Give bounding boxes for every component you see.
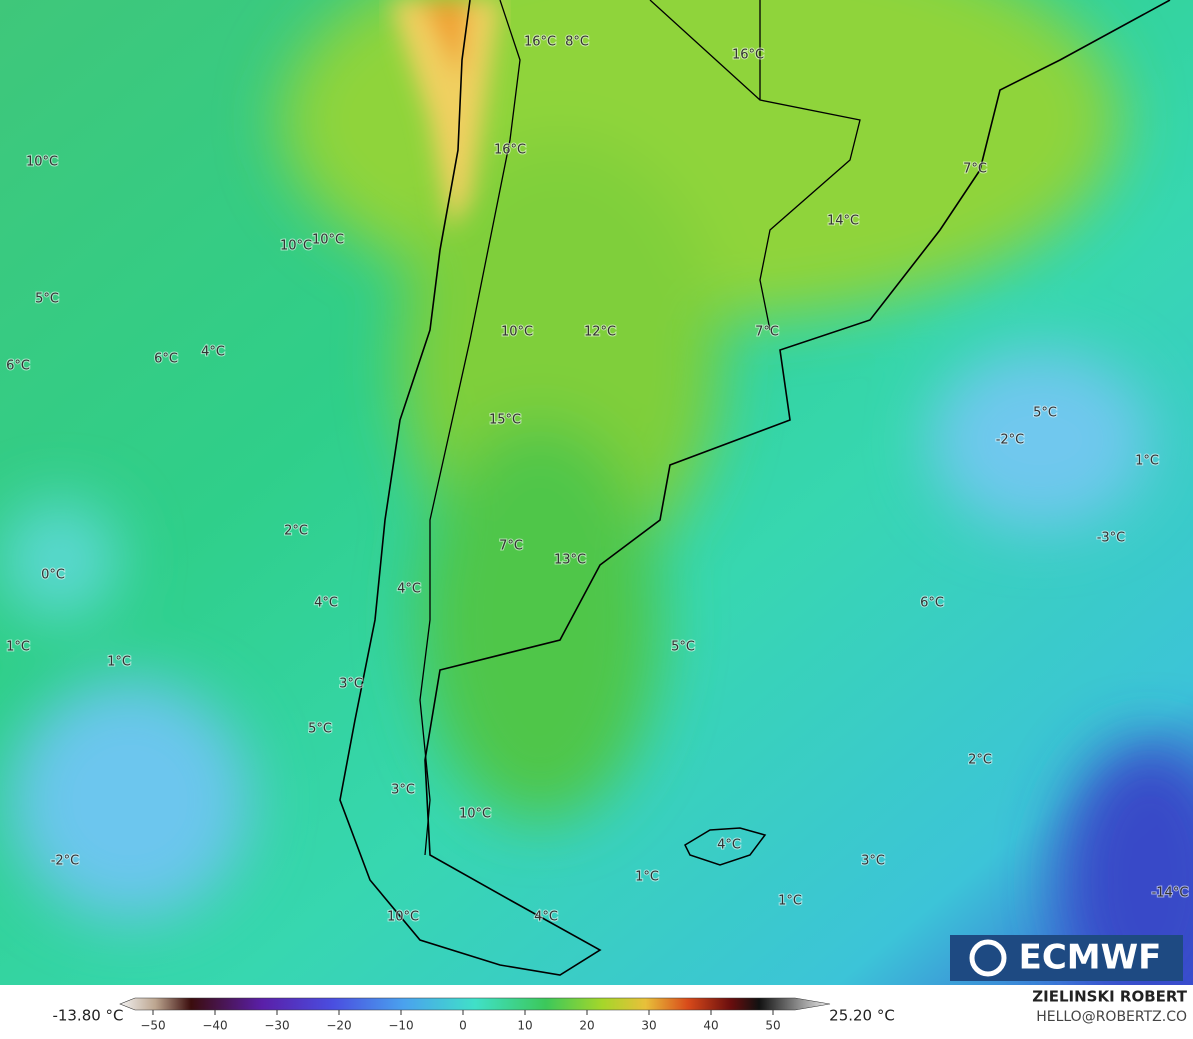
colorbar-tick-label: 30 [641,1019,656,1033]
temperature-labels: 16°C 8°C16°C16°C10°C10°C 10°C5°C6°C 6°C 4°C1… [5,34,1189,926]
temperature-label: 5°C [308,722,332,737]
temperature-label: 1°C [6,640,30,655]
colorbar-tick-label: 0 [459,1019,467,1033]
temperature-label: 16°C [494,143,526,158]
temperature-label: 4°C [314,596,338,611]
temperature-label: 5°C [671,640,695,655]
borders [419,0,861,856]
temperature-label: 7°C [499,539,523,554]
temperature-label: 10°C [459,807,491,822]
colorbar-min: -13.80 °C [52,1007,123,1025]
temperature-label: 3°C [391,783,415,798]
temperature-label: 14°C [827,214,859,229]
temperature-label: 10°C [387,910,419,925]
temperature-label: 2°C [968,753,992,768]
colorbar-tick-label: 10 [517,1019,532,1033]
temperature-label: 1°C [635,870,659,885]
falklands [684,827,767,866]
temperature-label: -2°C [996,433,1025,448]
colorbar-tick-label: 40 [703,1019,718,1033]
credit-author: ZIELINSKI ROBERT [1032,988,1187,1006]
temperature-label: 1°C [1135,454,1159,469]
temperature-label: 1°C [107,655,131,670]
colorbar-tick-label: −10 [388,1019,413,1033]
temperature-label: 6°C [6,359,30,374]
temperature-label: 3°C [339,677,363,692]
temperature-label: 4°C [717,838,741,853]
colorbar-tick-label: −50 [140,1019,165,1033]
temperature-label: -3°C [1097,531,1126,546]
colorbar-tick-label: 50 [765,1019,780,1033]
temperature-label: 10°C [26,155,58,170]
temperature-label: -2°C [51,854,80,869]
logo-icon [969,939,1007,977]
temperature-label: 2°C [284,524,308,539]
temperature-label: 4°C [201,345,225,360]
colorbar-ticks: −50 −40 −30 −20 −10 0 10 20 30 40 50 [140,1010,781,1033]
temperature-label: 10°C [312,233,344,248]
temperature-label: 10°C [501,325,533,340]
temperature-label: 1°C [778,894,802,909]
warm-band [390,0,500,230]
temperature-label: 12°C [584,325,616,340]
temperature-label: 5°C [1033,406,1057,421]
coastline [339,0,1171,976]
colorbar-tick-label: 20 [579,1019,594,1033]
temperature-label: 13°C [554,553,586,568]
temperature-label: 6°C [154,352,178,367]
temperature-label: 0°C [41,568,65,583]
temperature-label: 5°C [35,292,59,307]
temperature-label: 4°C [534,910,558,925]
colorbar [119,997,831,1011]
temperature-label: 10°C [280,239,312,254]
temperature-label: -14°C [1152,886,1189,901]
logo: ECMWF [950,935,1183,981]
temperature-label: 15°C [489,413,521,428]
temperature-label: 4°C [397,582,421,597]
colorbar-tick-label: −40 [202,1019,227,1033]
temperature-label: 3°C [861,854,885,869]
colorbar-tick-label: −30 [264,1019,289,1033]
temperature-label: 16°C [732,48,764,63]
colorbar-tick-label: −20 [326,1019,351,1033]
temperature-label: 8°C [565,35,589,50]
temperature-label: 7°C [963,162,987,177]
colorbar-max: 25.20 °C [829,1007,895,1025]
temperature-label: 16°C [524,35,556,50]
temperature-label: 7°C [755,325,779,340]
logo-text: ECMWF [1019,938,1162,978]
temperature-label: 6°C [920,596,944,611]
credit-contact: HELLO@ROBERTZ.CO [1036,1009,1187,1025]
